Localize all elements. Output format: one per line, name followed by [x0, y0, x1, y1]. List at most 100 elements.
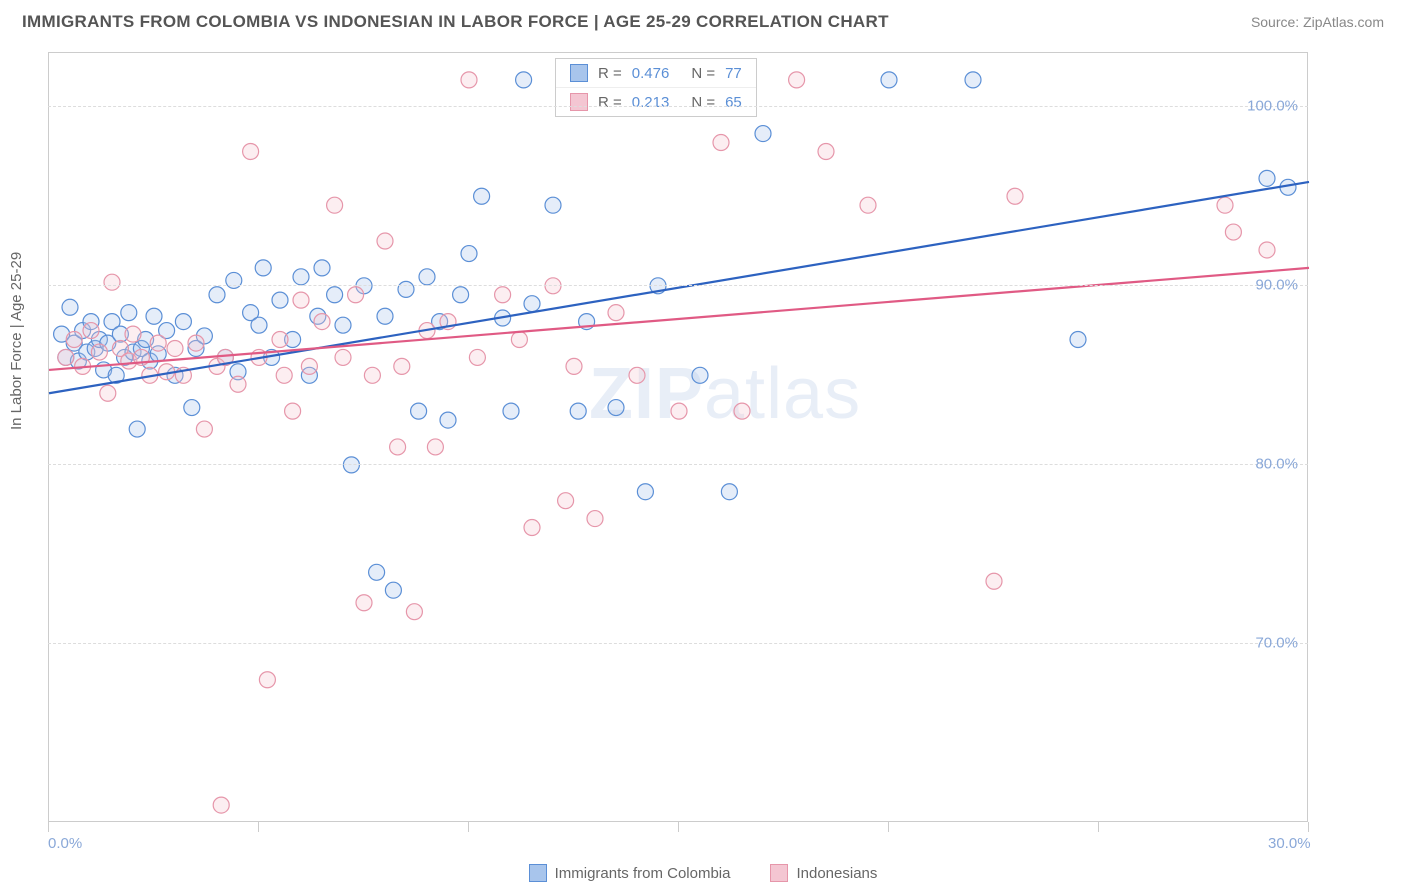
scatter-point	[58, 349, 74, 365]
scatter-point	[243, 143, 259, 159]
scatter-point	[327, 197, 343, 213]
scatter-point	[637, 484, 653, 500]
n-label: N =	[691, 65, 715, 82]
scatter-point	[255, 260, 271, 276]
scatter-point	[461, 72, 477, 88]
scatter-point	[440, 412, 456, 428]
scatter-point	[398, 281, 414, 297]
scatter-point	[364, 367, 380, 383]
scatter-point	[369, 564, 385, 580]
scatter-point	[251, 317, 267, 333]
grid-line	[48, 285, 1308, 286]
correlation-legend-row: R = 0.476 N = 77	[556, 59, 756, 88]
scatter-point	[356, 595, 372, 611]
scatter-point	[66, 332, 82, 348]
scatter-point	[860, 197, 876, 213]
scatter-point	[335, 349, 351, 365]
n-value: 77	[725, 65, 742, 82]
grid-line	[48, 464, 1308, 465]
scatter-point	[692, 367, 708, 383]
scatter-point	[608, 400, 624, 416]
scatter-point	[1217, 197, 1233, 213]
correlation-legend-row: R =0.213N =65	[556, 88, 756, 116]
chart-plot-area: ZIPatlas	[48, 52, 1308, 822]
scatter-point	[734, 403, 750, 419]
scatter-point	[629, 367, 645, 383]
y-axis-label: In Labor Force | Age 25-29	[8, 252, 25, 430]
scatter-point	[587, 511, 603, 527]
scatter-point	[986, 573, 1002, 589]
scatter-point	[1225, 224, 1241, 240]
scatter-point	[276, 367, 292, 383]
scatter-point	[469, 349, 485, 365]
x-tick-label: 0.0%	[48, 835, 82, 852]
scatter-point	[1259, 242, 1275, 258]
scatter-point	[453, 287, 469, 303]
scatter-point	[558, 493, 574, 509]
scatter-point	[146, 308, 162, 324]
scatter-point	[474, 188, 490, 204]
scatter-point	[524, 296, 540, 312]
scatter-point	[314, 314, 330, 330]
scatter-point	[272, 292, 288, 308]
scatter-point	[394, 358, 410, 374]
scatter-point	[104, 274, 120, 290]
scatter-svg	[49, 53, 1307, 821]
scatter-point	[385, 582, 401, 598]
scatter-point	[348, 287, 364, 303]
y-tick-label: 80.0%	[1255, 455, 1298, 472]
scatter-point	[293, 269, 309, 285]
x-tick	[678, 822, 679, 832]
x-tick-label: 30.0%	[1268, 835, 1311, 852]
scatter-point	[285, 403, 301, 419]
y-tick-label: 90.0%	[1255, 276, 1298, 293]
scatter-point	[545, 197, 561, 213]
scatter-point	[314, 260, 330, 276]
n-label: N =	[691, 94, 715, 111]
scatter-point	[62, 299, 78, 315]
scatter-point	[516, 72, 532, 88]
scatter-point	[965, 72, 981, 88]
scatter-point	[175, 314, 191, 330]
scatter-point	[327, 287, 343, 303]
scatter-point	[427, 439, 443, 455]
scatter-point	[1259, 170, 1275, 186]
scatter-point	[184, 400, 200, 416]
chart-source: Source: ZipAtlas.com	[1251, 14, 1384, 30]
scatter-point	[570, 403, 586, 419]
y-tick-label: 70.0%	[1255, 634, 1298, 651]
scatter-point	[721, 484, 737, 500]
legend-label: Indonesians	[796, 865, 877, 882]
grid-line	[48, 643, 1308, 644]
n-value: 65	[725, 94, 742, 111]
legend-swatch-icon	[570, 93, 588, 111]
scatter-point	[411, 403, 427, 419]
scatter-point	[293, 292, 309, 308]
scatter-point	[511, 332, 527, 348]
scatter-point	[377, 308, 393, 324]
scatter-point	[230, 376, 246, 392]
scatter-point	[213, 797, 229, 813]
x-tick	[1308, 822, 1309, 832]
legend-swatch-icon	[770, 864, 788, 882]
scatter-point	[125, 326, 141, 342]
scatter-point	[188, 335, 204, 351]
correlation-legend: R =0.476N =77R =0.213N =65	[555, 58, 757, 117]
scatter-point	[524, 520, 540, 536]
scatter-point	[377, 233, 393, 249]
scatter-point	[301, 358, 317, 374]
scatter-point	[789, 72, 805, 88]
scatter-point	[100, 385, 116, 401]
legend-item-colombia: Immigrants from Colombia	[529, 864, 731, 882]
scatter-point	[226, 272, 242, 288]
legend-swatch-icon	[570, 64, 588, 82]
scatter-point	[406, 604, 422, 620]
scatter-point	[419, 269, 435, 285]
scatter-point	[150, 335, 166, 351]
scatter-point	[755, 126, 771, 142]
x-tick	[888, 822, 889, 832]
r-label: R =	[598, 65, 622, 82]
r-value: 0.476	[632, 65, 670, 82]
scatter-point	[209, 287, 225, 303]
chart-header: IMMIGRANTS FROM COLOMBIA VS INDONESIAN I…	[0, 0, 1406, 40]
